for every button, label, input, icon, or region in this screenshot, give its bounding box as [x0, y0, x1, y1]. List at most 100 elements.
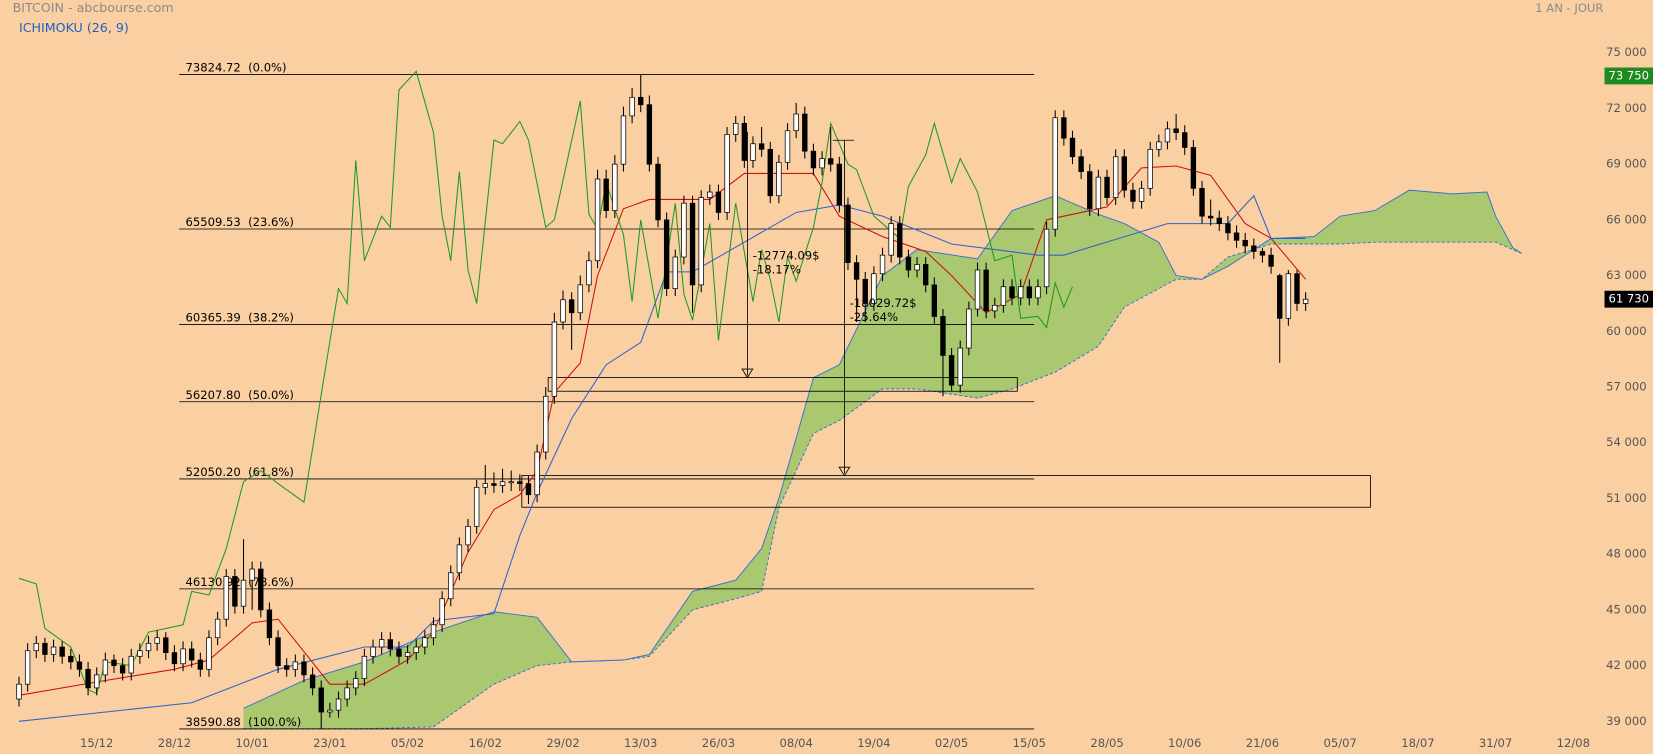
candle-body [888, 223, 894, 256]
fib-label: 52050.20 (61.8%) [186, 465, 294, 479]
candle-body [1277, 275, 1283, 319]
candle-body [24, 650, 31, 685]
x-tick-label: 08/04 [779, 736, 812, 750]
candle-body [318, 687, 324, 713]
candle-body [612, 163, 618, 211]
candle-body [482, 483, 488, 488]
candle-body [1207, 215, 1214, 219]
candle-body [672, 256, 678, 289]
cloud-upper-edge [243, 189, 1522, 709]
measure-percent: -25.64% [850, 310, 898, 324]
y-tick-label: 63 000 [1606, 268, 1647, 282]
candle-body [344, 687, 350, 700]
candle-body [404, 652, 411, 657]
candle-body [525, 483, 532, 496]
candle-body [577, 284, 583, 314]
price-tag-label: 73 750 [1608, 68, 1649, 82]
candle-body [119, 665, 126, 674]
y-tick-label: 75 000 [1606, 45, 1647, 59]
candle-body [663, 219, 670, 289]
candle-body [258, 568, 264, 611]
candle-body [828, 158, 834, 165]
candle-body [638, 96, 644, 106]
source-title: BITCOIN - abcbourse.com [13, 0, 174, 15]
x-tick-label: 23/01 [313, 736, 346, 750]
x-tick-label: 29/02 [546, 736, 579, 750]
candle-body [508, 481, 514, 484]
candle-body [551, 321, 558, 397]
candle-body [1302, 298, 1309, 304]
candle-body [50, 646, 57, 655]
candle-body [897, 223, 903, 258]
x-tick-label: 10/01 [235, 736, 268, 750]
candle-body [240, 579, 247, 607]
candle-body [456, 544, 463, 574]
candle-body [16, 683, 22, 700]
price-tag [1604, 290, 1653, 308]
candle-body [1242, 239, 1248, 247]
candle-body [655, 163, 661, 221]
candle-body [914, 264, 920, 271]
candle-body [430, 624, 437, 639]
candle-body [68, 655, 74, 663]
x-tick-label: 10/06 [1168, 736, 1201, 750]
candle-body [353, 678, 359, 689]
candle-body [845, 204, 851, 263]
candle-body [180, 648, 186, 665]
axes: 39 000 42 000 45 000 48 000 51 000 54 000 57 0… [80, 45, 1653, 750]
candle-body [249, 568, 255, 581]
candle-body [301, 661, 307, 676]
price-tag-label: 61 730 [1608, 292, 1649, 306]
candle-body [1233, 232, 1240, 241]
candle-body [923, 264, 929, 286]
candle-body [948, 355, 955, 386]
x-tick-label: 21/06 [1246, 736, 1279, 750]
candle-body [629, 96, 635, 117]
candle-body [707, 191, 713, 198]
indicator-label: ICHIMOKU (26, 9) [19, 20, 129, 35]
candle-body [724, 134, 730, 213]
candle-body [992, 304, 998, 312]
x-tick-label: 16/02 [469, 736, 502, 750]
candle-body [1251, 245, 1257, 252]
measures: -12774.09$ -18.17% -18029.72$ -25.64% [741, 131, 916, 477]
candle-body [1026, 286, 1033, 299]
candle-body [283, 665, 290, 670]
candle-body [94, 674, 100, 689]
y-tick-label: 57 000 [1606, 380, 1647, 394]
candle-body [1294, 273, 1300, 304]
y-tick-label: 69 000 [1606, 157, 1647, 171]
candle-body [1268, 254, 1274, 267]
y-tick-label: 42 000 [1606, 658, 1647, 672]
candle-body [603, 178, 609, 211]
candle-body [940, 316, 946, 356]
candle-body [698, 197, 704, 286]
candle-body [1156, 141, 1162, 150]
x-tick-label: 28/05 [1090, 736, 1123, 750]
candle-body [1078, 156, 1084, 172]
zone-box [547, 377, 1018, 392]
x-tick-label: 02/05 [935, 736, 968, 750]
candle-body [309, 674, 316, 689]
candle-body [560, 299, 566, 323]
candle-body [758, 143, 765, 150]
candle-body [1000, 286, 1007, 306]
candle-body [473, 486, 480, 527]
x-tick-label: 26/03 [702, 736, 735, 750]
candle-body [171, 652, 178, 665]
measure-amount: -12774.09$ [753, 249, 820, 263]
y-tick-label: 45 000 [1606, 602, 1647, 616]
candle-body [784, 130, 791, 163]
candles [16, 75, 1309, 729]
candle-body [189, 648, 195, 661]
candle-body [966, 308, 972, 349]
candle-body [387, 639, 393, 650]
candle-body [974, 269, 981, 310]
candle-body [957, 347, 963, 386]
candle-body [733, 122, 739, 135]
candle-body [59, 646, 65, 657]
candle-body [1061, 117, 1067, 139]
candle-body [931, 284, 938, 317]
candle-body [223, 576, 229, 620]
candle-body [810, 150, 817, 169]
